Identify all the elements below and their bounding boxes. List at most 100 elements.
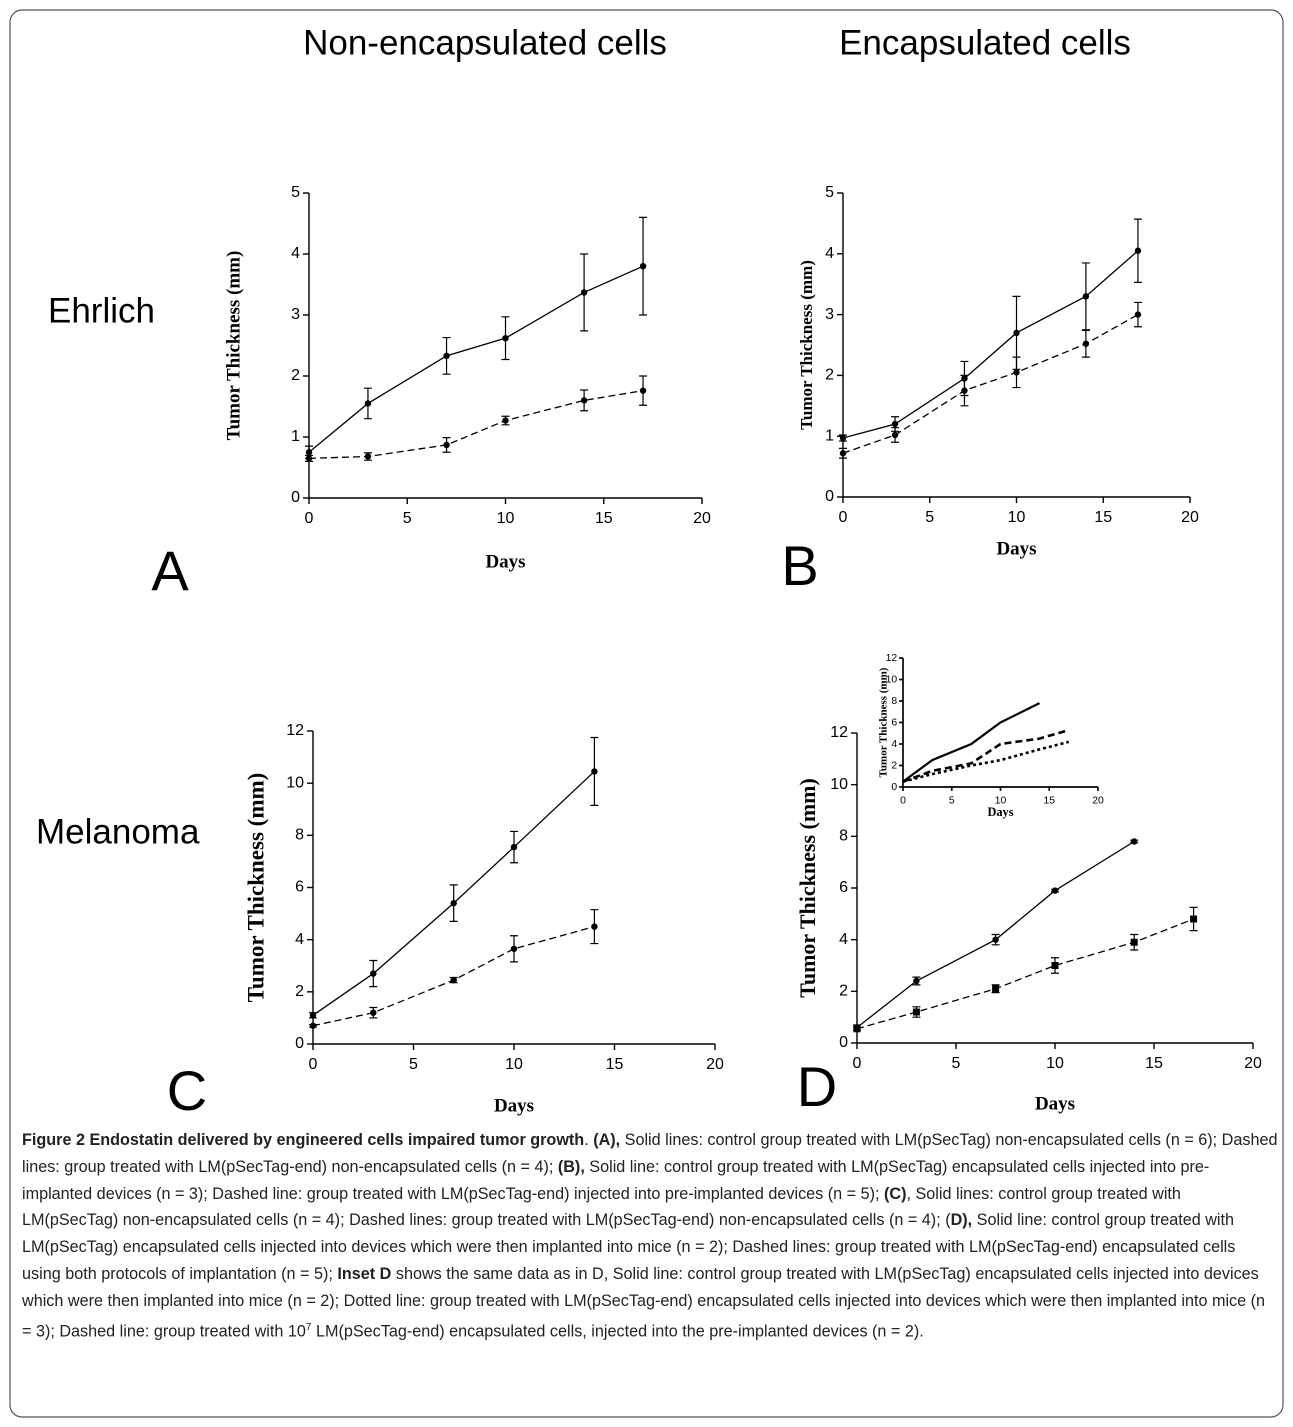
y-axis-label: Tumor Thickness (mm) bbox=[878, 667, 890, 777]
data-point bbox=[1082, 340, 1090, 347]
y-tick-label: 1 bbox=[291, 428, 300, 445]
caption-text: LM(pSecTag-end) encapsulated cells, inje… bbox=[311, 1321, 924, 1340]
y-tick-label: 3 bbox=[825, 306, 834, 323]
data-point bbox=[364, 400, 372, 407]
x-tick-label: 0 bbox=[853, 1055, 862, 1072]
y-tick-label: 8 bbox=[839, 828, 848, 845]
series-line bbox=[312, 925, 595, 1027]
y-tick-label: 10 bbox=[286, 774, 304, 791]
caption-text: Solid line: control group treated with L… bbox=[22, 1157, 1210, 1203]
x-tick-label: 15 bbox=[1145, 1055, 1163, 1072]
y-tick-label: 4 bbox=[891, 739, 897, 750]
series-line bbox=[902, 728, 1070, 783]
series-line bbox=[308, 389, 644, 459]
data-point bbox=[450, 899, 457, 907]
y-tick-label: 2 bbox=[839, 983, 848, 1000]
data-point bbox=[1013, 369, 1020, 376]
caption-bold: Figure 2 Endostatin delivered by enginee… bbox=[22, 1131, 585, 1149]
data-point bbox=[309, 1022, 317, 1029]
caption-text: Solid lines: control group treated with … bbox=[22, 1131, 1278, 1176]
column-header: Encapsulated cells bbox=[839, 23, 1131, 62]
y-tick-label: 4 bbox=[295, 931, 304, 948]
frame bbox=[9, 9, 1284, 1418]
series-line bbox=[902, 740, 1070, 783]
data-point bbox=[1013, 329, 1020, 337]
x-tick-label: 5 bbox=[949, 795, 955, 806]
y-tick-label: 12 bbox=[286, 722, 304, 739]
x-axis-label: Days bbox=[987, 805, 1013, 819]
data-point bbox=[913, 977, 920, 985]
data-point bbox=[1134, 247, 1142, 254]
panel-label: B bbox=[781, 534, 818, 597]
data-point bbox=[1051, 887, 1059, 894]
y-tick-label: 12 bbox=[886, 653, 898, 664]
data-point bbox=[502, 417, 509, 424]
data-point bbox=[591, 768, 598, 775]
data-point bbox=[992, 985, 1000, 993]
y-tick-label: 10 bbox=[830, 776, 848, 793]
y-tick-label: 5 bbox=[291, 184, 300, 201]
x-tick-label: 20 bbox=[1181, 509, 1199, 526]
data-point bbox=[1131, 838, 1138, 845]
series-line bbox=[856, 918, 1194, 1030]
series-line bbox=[842, 250, 1139, 439]
data-point bbox=[1051, 962, 1059, 969]
data-point bbox=[839, 434, 847, 442]
y-tick-label: 2 bbox=[291, 367, 300, 384]
data-point bbox=[309, 1012, 317, 1019]
series-line bbox=[308, 265, 644, 453]
y-tick-label: 6 bbox=[891, 717, 897, 728]
x-axis-label: Days bbox=[996, 538, 1036, 559]
x-tick-label: 15 bbox=[1094, 509, 1112, 526]
y-tick-label: 0 bbox=[825, 488, 834, 505]
x-tick-label: 15 bbox=[606, 1056, 624, 1073]
data-point bbox=[502, 334, 509, 342]
data-point bbox=[853, 1025, 861, 1033]
y-tick-label: 8 bbox=[295, 827, 304, 844]
x-tick-label: 10 bbox=[995, 795, 1007, 806]
data-point bbox=[1134, 311, 1142, 318]
x-axis-label: Days bbox=[1035, 1093, 1075, 1114]
caption-text: Solid line: control group treated with L… bbox=[22, 1211, 1236, 1283]
x-tick-label: 20 bbox=[1244, 1055, 1262, 1072]
data-point bbox=[591, 923, 598, 930]
caption-text: shows the same data as in D, Solid line:… bbox=[22, 1264, 1266, 1340]
x-tick-label: 0 bbox=[309, 1056, 318, 1073]
y-tick-label: 2 bbox=[295, 983, 304, 1000]
x-tick-label: 20 bbox=[693, 510, 711, 527]
y-tick-label: 6 bbox=[295, 879, 304, 896]
y-tick-label: 1 bbox=[825, 427, 834, 444]
y-axis-label: Tumor Thickness (mm) bbox=[797, 260, 816, 430]
data-point bbox=[912, 1008, 920, 1016]
x-axis-label: Days bbox=[494, 1095, 534, 1116]
data-point bbox=[639, 387, 647, 394]
data-point bbox=[580, 289, 588, 296]
column-header: Non-encapsulated cells bbox=[303, 23, 667, 62]
y-tick-label: 6 bbox=[839, 879, 848, 896]
y-tick-label: 10 bbox=[886, 674, 898, 685]
data-point bbox=[370, 1009, 377, 1016]
x-tick-label: 10 bbox=[505, 1056, 523, 1073]
x-tick-label: 5 bbox=[409, 1056, 418, 1073]
y-axis-label: Tumor Thickness (mm) bbox=[243, 773, 268, 1003]
data-point bbox=[992, 936, 999, 943]
row-label: Melanoma bbox=[36, 812, 200, 851]
data-point bbox=[891, 420, 899, 428]
x-tick-label: 0 bbox=[839, 509, 848, 526]
series-line bbox=[902, 702, 1040, 783]
y-tick-label: 8 bbox=[891, 696, 897, 707]
y-tick-label: 0 bbox=[291, 489, 300, 506]
x-tick-label: 0 bbox=[305, 510, 314, 527]
data-point bbox=[1130, 938, 1138, 946]
data-point bbox=[305, 449, 313, 456]
x-tick-label: 15 bbox=[595, 510, 613, 527]
data-point bbox=[839, 450, 847, 457]
panel-label: A bbox=[151, 539, 189, 602]
x-tick-label: 5 bbox=[403, 510, 412, 527]
data-point bbox=[510, 843, 518, 851]
data-point bbox=[305, 455, 313, 462]
y-tick-label: 12 bbox=[830, 724, 848, 741]
y-axis-label: Tumor Thickness (mm) bbox=[223, 251, 244, 441]
